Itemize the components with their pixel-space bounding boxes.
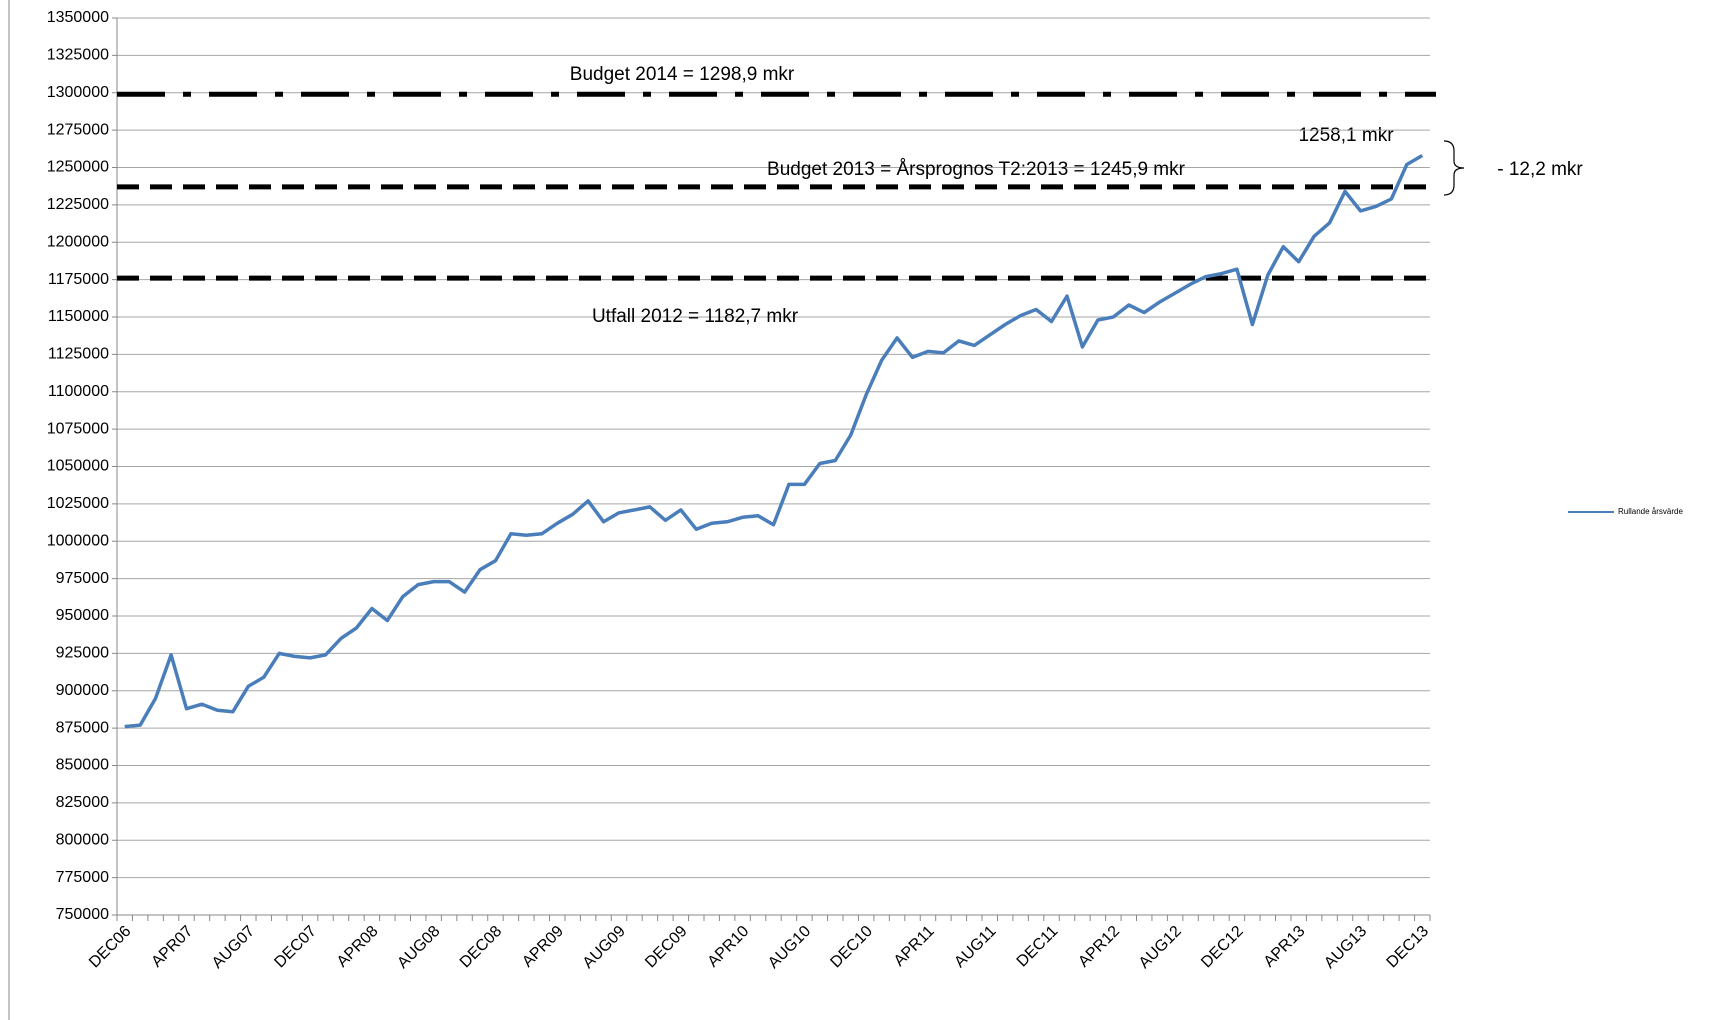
y-tick-label: 1100000 <box>48 383 109 400</box>
x-tick-label: APR09 <box>519 923 567 971</box>
y-tick-label: 1000000 <box>47 532 109 549</box>
y-tick-label: 1250000 <box>47 159 109 176</box>
y-tick-label: 875000 <box>56 719 109 736</box>
x-tick-label: AUG07 <box>209 923 258 972</box>
reference-label: Utfall 2012 = 1182,7 mkr <box>592 306 799 327</box>
y-tick-label: 1350000 <box>47 9 109 26</box>
x-tick-label: AUG09 <box>580 923 629 972</box>
x-tick-label: DEC06 <box>86 923 135 972</box>
legend-label: Rullande årsvärde <box>1618 507 1683 516</box>
x-tick-label: APR12 <box>1075 923 1123 971</box>
x-tick-label: DEC12 <box>1198 923 1247 972</box>
y-tick-label: 1325000 <box>47 47 109 64</box>
annotation: - 12,2 mkr <box>1497 159 1583 180</box>
y-tick-label: 950000 <box>56 607 109 624</box>
x-tick-label: APR11 <box>891 923 938 970</box>
x-tick-label: DEC08 <box>457 923 506 972</box>
x-tick-label: DEC07 <box>271 923 320 972</box>
y-tick-label: 1125000 <box>48 346 109 363</box>
y-tick-label: 975000 <box>56 570 109 587</box>
y-tick-label: 800000 <box>56 831 109 848</box>
reference-label: Budget 2013 = Årsprognos T2:2013 = 1245,… <box>767 159 1186 180</box>
y-tick-label: 775000 <box>56 869 109 886</box>
y-tick-label: 850000 <box>56 757 109 774</box>
x-tick-label: AUG13 <box>1321 923 1370 972</box>
y-tick-label: 1025000 <box>47 495 109 512</box>
annotation: 1258,1 mkr <box>1298 125 1394 146</box>
x-tick-label: AUG10 <box>765 923 814 972</box>
x-tick-label: APR13 <box>1261 923 1309 971</box>
y-tick-label: 1150000 <box>48 308 109 325</box>
x-tick-label: DEC11 <box>1014 923 1062 971</box>
y-tick-label: 750000 <box>56 906 109 923</box>
x-tick-label: AUG11 <box>951 923 999 971</box>
x-tick-label: DEC09 <box>642 923 691 972</box>
y-tick-label: 1050000 <box>47 458 109 475</box>
x-tick-label: DEC13 <box>1384 923 1433 972</box>
x-tick-label: APR10 <box>705 923 753 971</box>
x-tick-label: DEC10 <box>828 923 877 972</box>
data-line <box>124 153 1424 729</box>
y-tick-label: 925000 <box>56 645 109 662</box>
x-tick-label: AUG12 <box>1136 923 1185 972</box>
y-tick-label: 900000 <box>56 682 109 699</box>
y-tick-label: 1300000 <box>47 84 109 101</box>
y-tick-label: 1225000 <box>47 196 109 213</box>
y-tick-label: 825000 <box>56 794 109 811</box>
brace <box>1443 140 1465 196</box>
y-tick-label: 1075000 <box>47 420 109 437</box>
x-tick-label: APR07 <box>148 923 196 971</box>
reference-label: Budget 2014 = 1298,9 mkr <box>570 64 795 85</box>
y-tick-label: 1175000 <box>48 271 109 288</box>
x-tick-label: APR08 <box>334 923 382 971</box>
x-tick-label: AUG08 <box>394 923 443 972</box>
y-tick-label: 1200000 <box>47 233 109 250</box>
y-tick-label: 1275000 <box>47 121 109 138</box>
